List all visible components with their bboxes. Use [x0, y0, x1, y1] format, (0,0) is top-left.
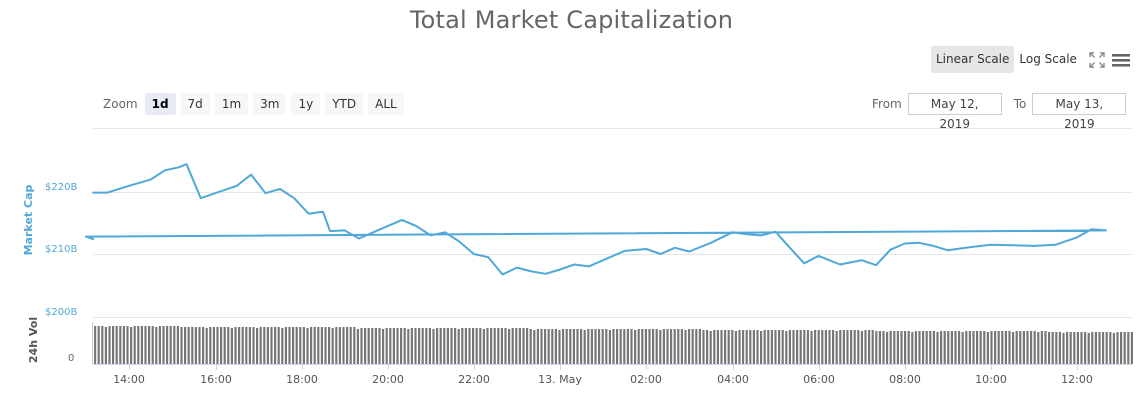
volume-y-tick-0: 0 [68, 353, 74, 364]
to-date-input[interactable]: May 13, 2019 [1032, 93, 1127, 131]
x-tick-label: 12:00 [1061, 373, 1093, 386]
volume-panel [92, 322, 1133, 365]
x-tick-label: 13. May [538, 373, 582, 386]
x-tick-label: 04:00 [717, 373, 749, 386]
from-label: From [872, 97, 902, 111]
y-tick-210b: $210B [45, 244, 77, 255]
zoom-7d-button[interactable]: 7d [180, 93, 210, 115]
volume-axis-title: 24h Vol [27, 317, 40, 363]
y-axis-title: Market Cap [22, 185, 35, 256]
chart-title: Total Market Capitalization [409, 6, 734, 34]
x-axis: 14:00 16:00 18:00 20:00 22:00 13. May 02… [113, 364, 1093, 386]
x-tick-label: 16:00 [200, 373, 232, 386]
linear-scale-button[interactable]: Linear Scale [931, 46, 1015, 73]
y-tick-220b: $220B [45, 182, 77, 193]
x-tick-label: 18:00 [286, 373, 318, 386]
x-tick-label: 08:00 [889, 373, 921, 386]
y-tick-200b: $200B [45, 307, 77, 318]
volume-bars [94, 326, 1133, 364]
fullscreen-button[interactable] [1088, 51, 1106, 69]
hamburger-menu-icon [1111, 53, 1130, 67]
zoom-all-button[interactable]: ALL [368, 93, 404, 115]
fullscreen-icon [1089, 51, 1105, 68]
gridlines [93, 128, 1132, 318]
to-label: To [1013, 97, 1027, 111]
zoom-1m-button[interactable]: 1m [214, 93, 249, 115]
from-date-input[interactable]: May 12, 2019 [907, 93, 1002, 131]
menu-button[interactable] [1111, 51, 1130, 69]
zoom-ytd-button[interactable]: YTD [325, 93, 364, 115]
market-cap-line[interactable] [84, 163, 1107, 276]
x-tick-label: 14:00 [113, 373, 145, 386]
x-tick-label: 10:00 [975, 373, 1007, 386]
x-tick-label: 22:00 [458, 373, 490, 386]
zoom-3m-button[interactable]: 3m [253, 93, 287, 115]
date-range-inputs: From May 12, 2019 To May 13, 2019 [872, 93, 1127, 131]
x-tick-label: 06:00 [803, 373, 835, 386]
x-tick-label: 20:00 [372, 373, 404, 386]
zoom-label: Zoom [103, 97, 138, 111]
log-scale-button[interactable]: Log Scale [1019, 52, 1077, 66]
scale-toolbar: Linear Scale Log Scale [931, 46, 1130, 73]
zoom-1d-button[interactable]: 1d [144, 93, 176, 115]
zoom-range-selector: Zoom 1d 7d 1m 3m 1y YTD ALL [103, 93, 409, 115]
zoom-1y-button[interactable]: 1y [291, 93, 321, 115]
x-tick-label: 02:00 [630, 373, 662, 386]
